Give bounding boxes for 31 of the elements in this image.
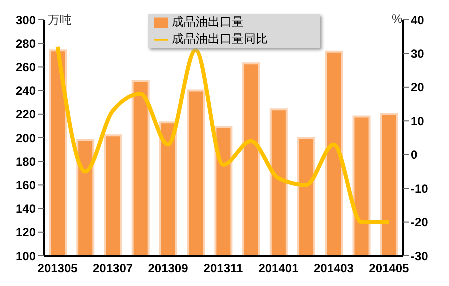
- y2-tick-label: 30: [411, 46, 425, 61]
- legend-label: 成品油出口量同比: [172, 32, 268, 46]
- y-tick-label: 140: [16, 202, 36, 216]
- line-series: [56, 44, 392, 224]
- y2-axis-title: %: [392, 12, 403, 26]
- y2-tick-label: 10: [411, 114, 425, 128]
- x-tick-label: 201309: [148, 262, 189, 276]
- x-tick-label: 201403: [314, 262, 354, 276]
- y-tick-label: 200: [16, 131, 36, 146]
- legend-label: 成品油出口量: [172, 15, 244, 29]
- y-tick-label: 300: [16, 13, 36, 28]
- y-tick-label: 280: [16, 36, 36, 51]
- x-tick-label: 201307: [93, 262, 134, 276]
- y2-tick-label: 40: [411, 13, 425, 28]
- y-tick-label: 160: [16, 178, 36, 192]
- y-tick-label: 240: [16, 84, 36, 98]
- x-tick-label: 201405: [369, 262, 410, 276]
- y2-tick-label: -10: [411, 182, 429, 196]
- y2-tick-label: -20: [411, 216, 429, 230]
- y-tick-label: 120: [16, 226, 36, 240]
- y2-tick-label: 20: [411, 80, 425, 95]
- y-tick-label: 100: [16, 249, 36, 264]
- y-tick-label: 180: [16, 154, 36, 169]
- y-tick-label: 260: [16, 60, 36, 74]
- y2-tick-label: -30: [411, 249, 429, 264]
- y-tick-label: 220: [16, 108, 36, 122]
- x-tick-label: 201401: [258, 262, 300, 276]
- x-tick-label: 201311: [204, 262, 244, 276]
- y2-tick-label: 0: [411, 148, 418, 162]
- x-tick-label: 201305: [38, 262, 78, 276]
- y-axis-title: 万吨: [48, 12, 72, 29]
